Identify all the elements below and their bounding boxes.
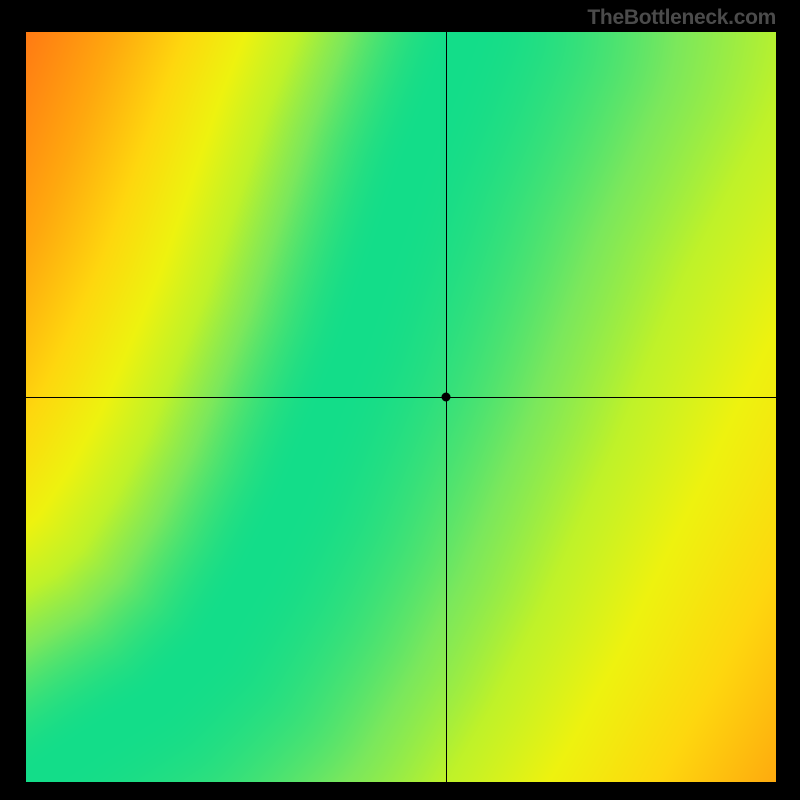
heatmap-canvas — [26, 32, 776, 782]
crosshair-marker — [442, 393, 451, 402]
plot-area — [26, 32, 776, 782]
crosshair-vertical — [446, 32, 447, 782]
watermark-text: TheBottleneck.com — [587, 6, 776, 30]
chart-container: TheBottleneck.com — [0, 0, 800, 800]
crosshair-horizontal — [26, 397, 776, 398]
